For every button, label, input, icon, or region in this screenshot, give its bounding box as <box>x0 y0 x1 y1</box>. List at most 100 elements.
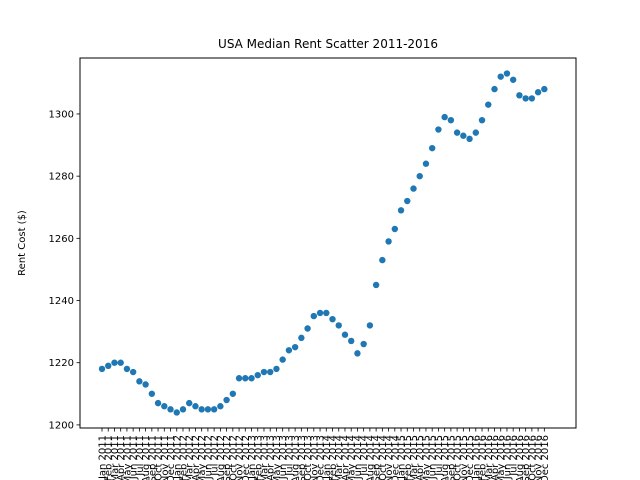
data-point <box>485 101 492 108</box>
x-tick-label: Jan 2015 <box>397 435 408 480</box>
x-tick-label: Sep 2012 <box>222 435 233 480</box>
x-tick-label: Mar 2015 <box>409 435 420 480</box>
x-tick-label: Feb 2016 <box>478 435 489 480</box>
x-tick-label: Nov 2013 <box>309 435 320 480</box>
data-point <box>516 92 523 99</box>
data-point <box>304 325 311 332</box>
x-tick-label: Jan 2011 <box>98 435 109 480</box>
chart-title: USA Median Rent Scatter 2011-2016 <box>218 37 438 51</box>
data-point <box>105 362 112 370</box>
data-point <box>503 70 511 77</box>
x-tick-label: Nov 2015 <box>459 435 470 480</box>
x-tick-label: Jul 2014 <box>359 435 370 477</box>
x-tick-label: Jul 2015 <box>434 435 445 477</box>
data-point <box>260 368 268 376</box>
x-tick-label: Nov 2016 <box>534 435 545 480</box>
data-point <box>366 322 374 329</box>
x-tick-label: Jul 2012 <box>210 435 221 477</box>
data-point <box>291 343 299 351</box>
y-tick-label: 1300 <box>49 109 74 120</box>
data-point <box>447 116 455 124</box>
x-tick-label: May 2013 <box>272 435 283 480</box>
data-point <box>435 126 442 133</box>
y-axis-label: Rent Cost ($) <box>17 210 28 276</box>
data-point <box>267 368 274 376</box>
x-tick-label: Aug 2013 <box>291 435 302 480</box>
x-tick-label: Dec 2012 <box>241 435 252 480</box>
x-tick-label: Sep 2016 <box>521 435 532 480</box>
y-tick-label: 1260 <box>49 234 74 245</box>
data-point <box>404 197 411 205</box>
data-point <box>528 95 536 102</box>
data-point <box>372 281 380 289</box>
x-tick-label: Dec 2013 <box>316 435 327 480</box>
data-point <box>341 331 349 338</box>
x-tick-label: May 2012 <box>197 435 208 480</box>
data-point <box>210 406 218 413</box>
x-tick-label: Jan 2013 <box>247 435 258 480</box>
data-point <box>497 73 504 80</box>
x-tick-label: Jan 2016 <box>471 435 482 480</box>
x-tick-label: Dec 2016 <box>540 435 551 480</box>
data-point <box>410 185 417 192</box>
x-tick-label: Oct 2013 <box>303 435 314 480</box>
data-point <box>478 116 486 124</box>
data-point <box>142 381 149 388</box>
data-point <box>129 368 137 376</box>
data-point <box>316 309 324 317</box>
x-tick-label: Jun 2012 <box>203 435 214 480</box>
data-point <box>428 144 436 152</box>
x-tick-label: Jun 2015 <box>428 435 439 480</box>
y-tick-label: 1200 <box>49 420 74 431</box>
x-tick-label: Feb 2014 <box>328 435 339 480</box>
plot-area <box>98 70 548 416</box>
x-tick-label: Jul 2013 <box>284 435 295 477</box>
x-tick-label: Nov 2011 <box>160 435 171 480</box>
x-tick-label: Jun 2013 <box>278 435 289 480</box>
x-tick-label: Feb 2011 <box>104 435 115 480</box>
data-point <box>98 365 106 373</box>
data-point <box>248 375 255 382</box>
data-point <box>254 371 261 379</box>
x-tick-label: Aug 2011 <box>141 435 152 480</box>
x-tick-label: Oct 2015 <box>453 435 464 480</box>
x-tick-label: Jun 2016 <box>502 435 513 480</box>
data-point <box>279 356 286 363</box>
data-point <box>167 406 174 413</box>
data-point <box>242 375 249 382</box>
data-point <box>298 334 305 342</box>
data-point <box>204 406 212 413</box>
data-point <box>179 406 187 413</box>
x-tick-label: Oct 2011 <box>154 435 165 480</box>
data-point <box>453 129 461 136</box>
data-point <box>385 238 392 245</box>
x-tick-label: Apr 2013 <box>266 435 277 480</box>
data-point <box>466 135 473 143</box>
x-tick-label: Apr 2011 <box>116 435 127 480</box>
data-point <box>217 403 224 410</box>
data-point <box>416 172 423 180</box>
x-tick-label: Sep 2011 <box>147 435 158 480</box>
x-tick-label: Jul 2011 <box>135 435 146 477</box>
data-point <box>354 350 361 357</box>
data-point <box>273 365 280 373</box>
x-tick-label: May 2016 <box>496 435 507 480</box>
data-point <box>117 359 124 366</box>
data-point <box>323 309 330 317</box>
x-tick-label: Apr 2012 <box>191 435 202 480</box>
data-point <box>472 129 479 136</box>
data-point <box>541 85 548 93</box>
x-tick-label: Feb 2012 <box>178 435 189 480</box>
y-axis: 1200 1220 1240 1260 1280 1300 <box>49 109 80 431</box>
x-tick-label: Jul 2016 <box>509 435 520 477</box>
x-tick-label: Jun 2011 <box>129 435 140 480</box>
y-tick-label: 1220 <box>49 358 74 369</box>
data-point <box>229 390 237 397</box>
x-tick-label: Sep 2015 <box>446 435 457 480</box>
x-tick-label: Dec 2011 <box>166 435 177 480</box>
x-tick-label: Oct 2012 <box>228 435 239 480</box>
x-tick-label: Apr 2015 <box>415 435 426 480</box>
data-point <box>111 359 118 366</box>
data-point <box>391 225 399 233</box>
data-point <box>173 409 180 416</box>
